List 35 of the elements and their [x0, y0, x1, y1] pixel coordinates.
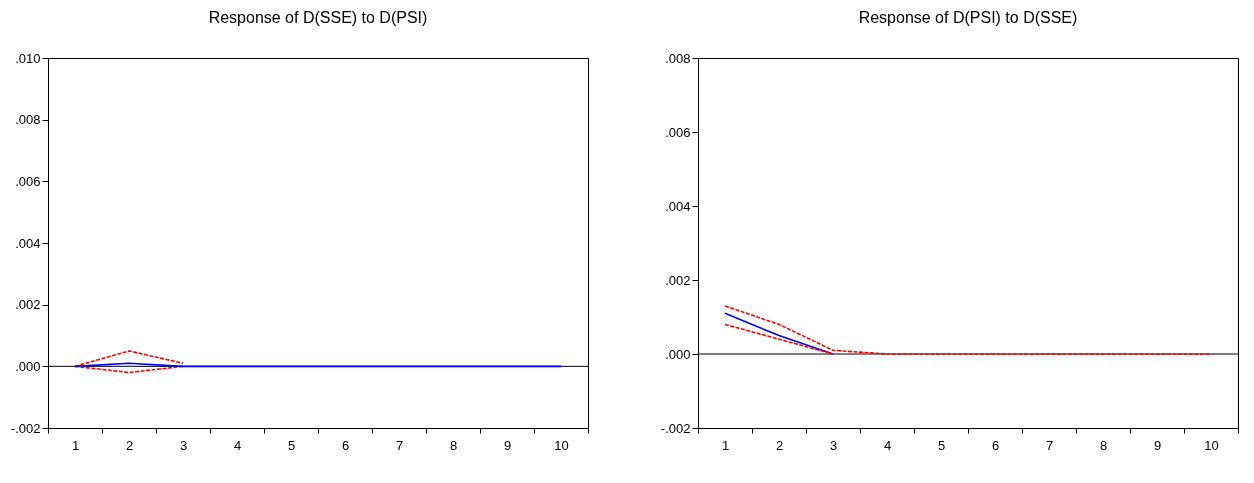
x-tick-label: 9	[1153, 437, 1162, 453]
x-tick-label: 9	[503, 437, 512, 453]
x-tick-label: 4	[883, 437, 892, 453]
x-tick-label: 4	[233, 437, 242, 453]
x-tick-label: 1	[721, 437, 730, 453]
y-tick-label: .006	[15, 173, 41, 189]
x-tick-label: 5	[937, 437, 946, 453]
y-tick-label: -.002	[660, 420, 691, 436]
x-tick-label: 8	[1099, 437, 1108, 453]
chart-title: Response of D(SSE) to D(PSI)	[208, 9, 428, 26]
y-tick-label: -.002	[10, 420, 41, 436]
chart-title: Response of D(PSI) to D(SSE)	[858, 9, 1078, 26]
x-tick-label: 8	[449, 437, 458, 453]
x-tick-label: 10	[554, 437, 569, 453]
y-tick-label: .008	[665, 50, 691, 66]
y-tick-label: .004	[665, 198, 691, 214]
x-tick-label: 2	[775, 437, 784, 453]
y-tick-label: .008	[15, 112, 41, 128]
x-tick-label: 5	[287, 437, 296, 453]
y-tick-label: .000	[15, 358, 41, 374]
x-tick-label: 2	[125, 437, 134, 453]
y-tick-label: .004	[15, 235, 41, 251]
x-tick-label: 6	[341, 437, 350, 453]
y-tick-label: .006	[665, 124, 691, 140]
x-tick-label: 10	[1204, 437, 1219, 453]
x-tick-label: 1	[71, 437, 80, 453]
y-tick-label: .010	[15, 50, 41, 66]
y-tick-label: .002	[665, 272, 691, 288]
x-tick-label: 3	[179, 437, 188, 453]
x-tick-label: 7	[1045, 437, 1054, 453]
x-tick-label: 6	[991, 437, 1000, 453]
x-tick-label: 7	[395, 437, 404, 453]
x-tick-label: 3	[829, 437, 838, 453]
y-tick-label: .002	[15, 297, 41, 313]
y-tick-label: .000	[665, 346, 691, 362]
